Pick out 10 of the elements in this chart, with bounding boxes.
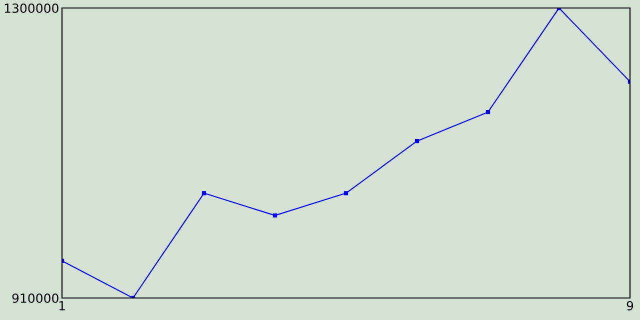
x-tick-label: 9 [626, 301, 634, 310]
point [414, 139, 420, 144]
point [272, 213, 278, 218]
x-tick-label: 1 [59, 301, 65, 310]
line-series [62, 8, 630, 298]
point [486, 110, 490, 114]
y-tick-label: 1300000 [4, 3, 58, 13]
y-tick-label: 910000 [12, 293, 58, 303]
point [344, 191, 348, 196]
point [202, 191, 206, 196]
